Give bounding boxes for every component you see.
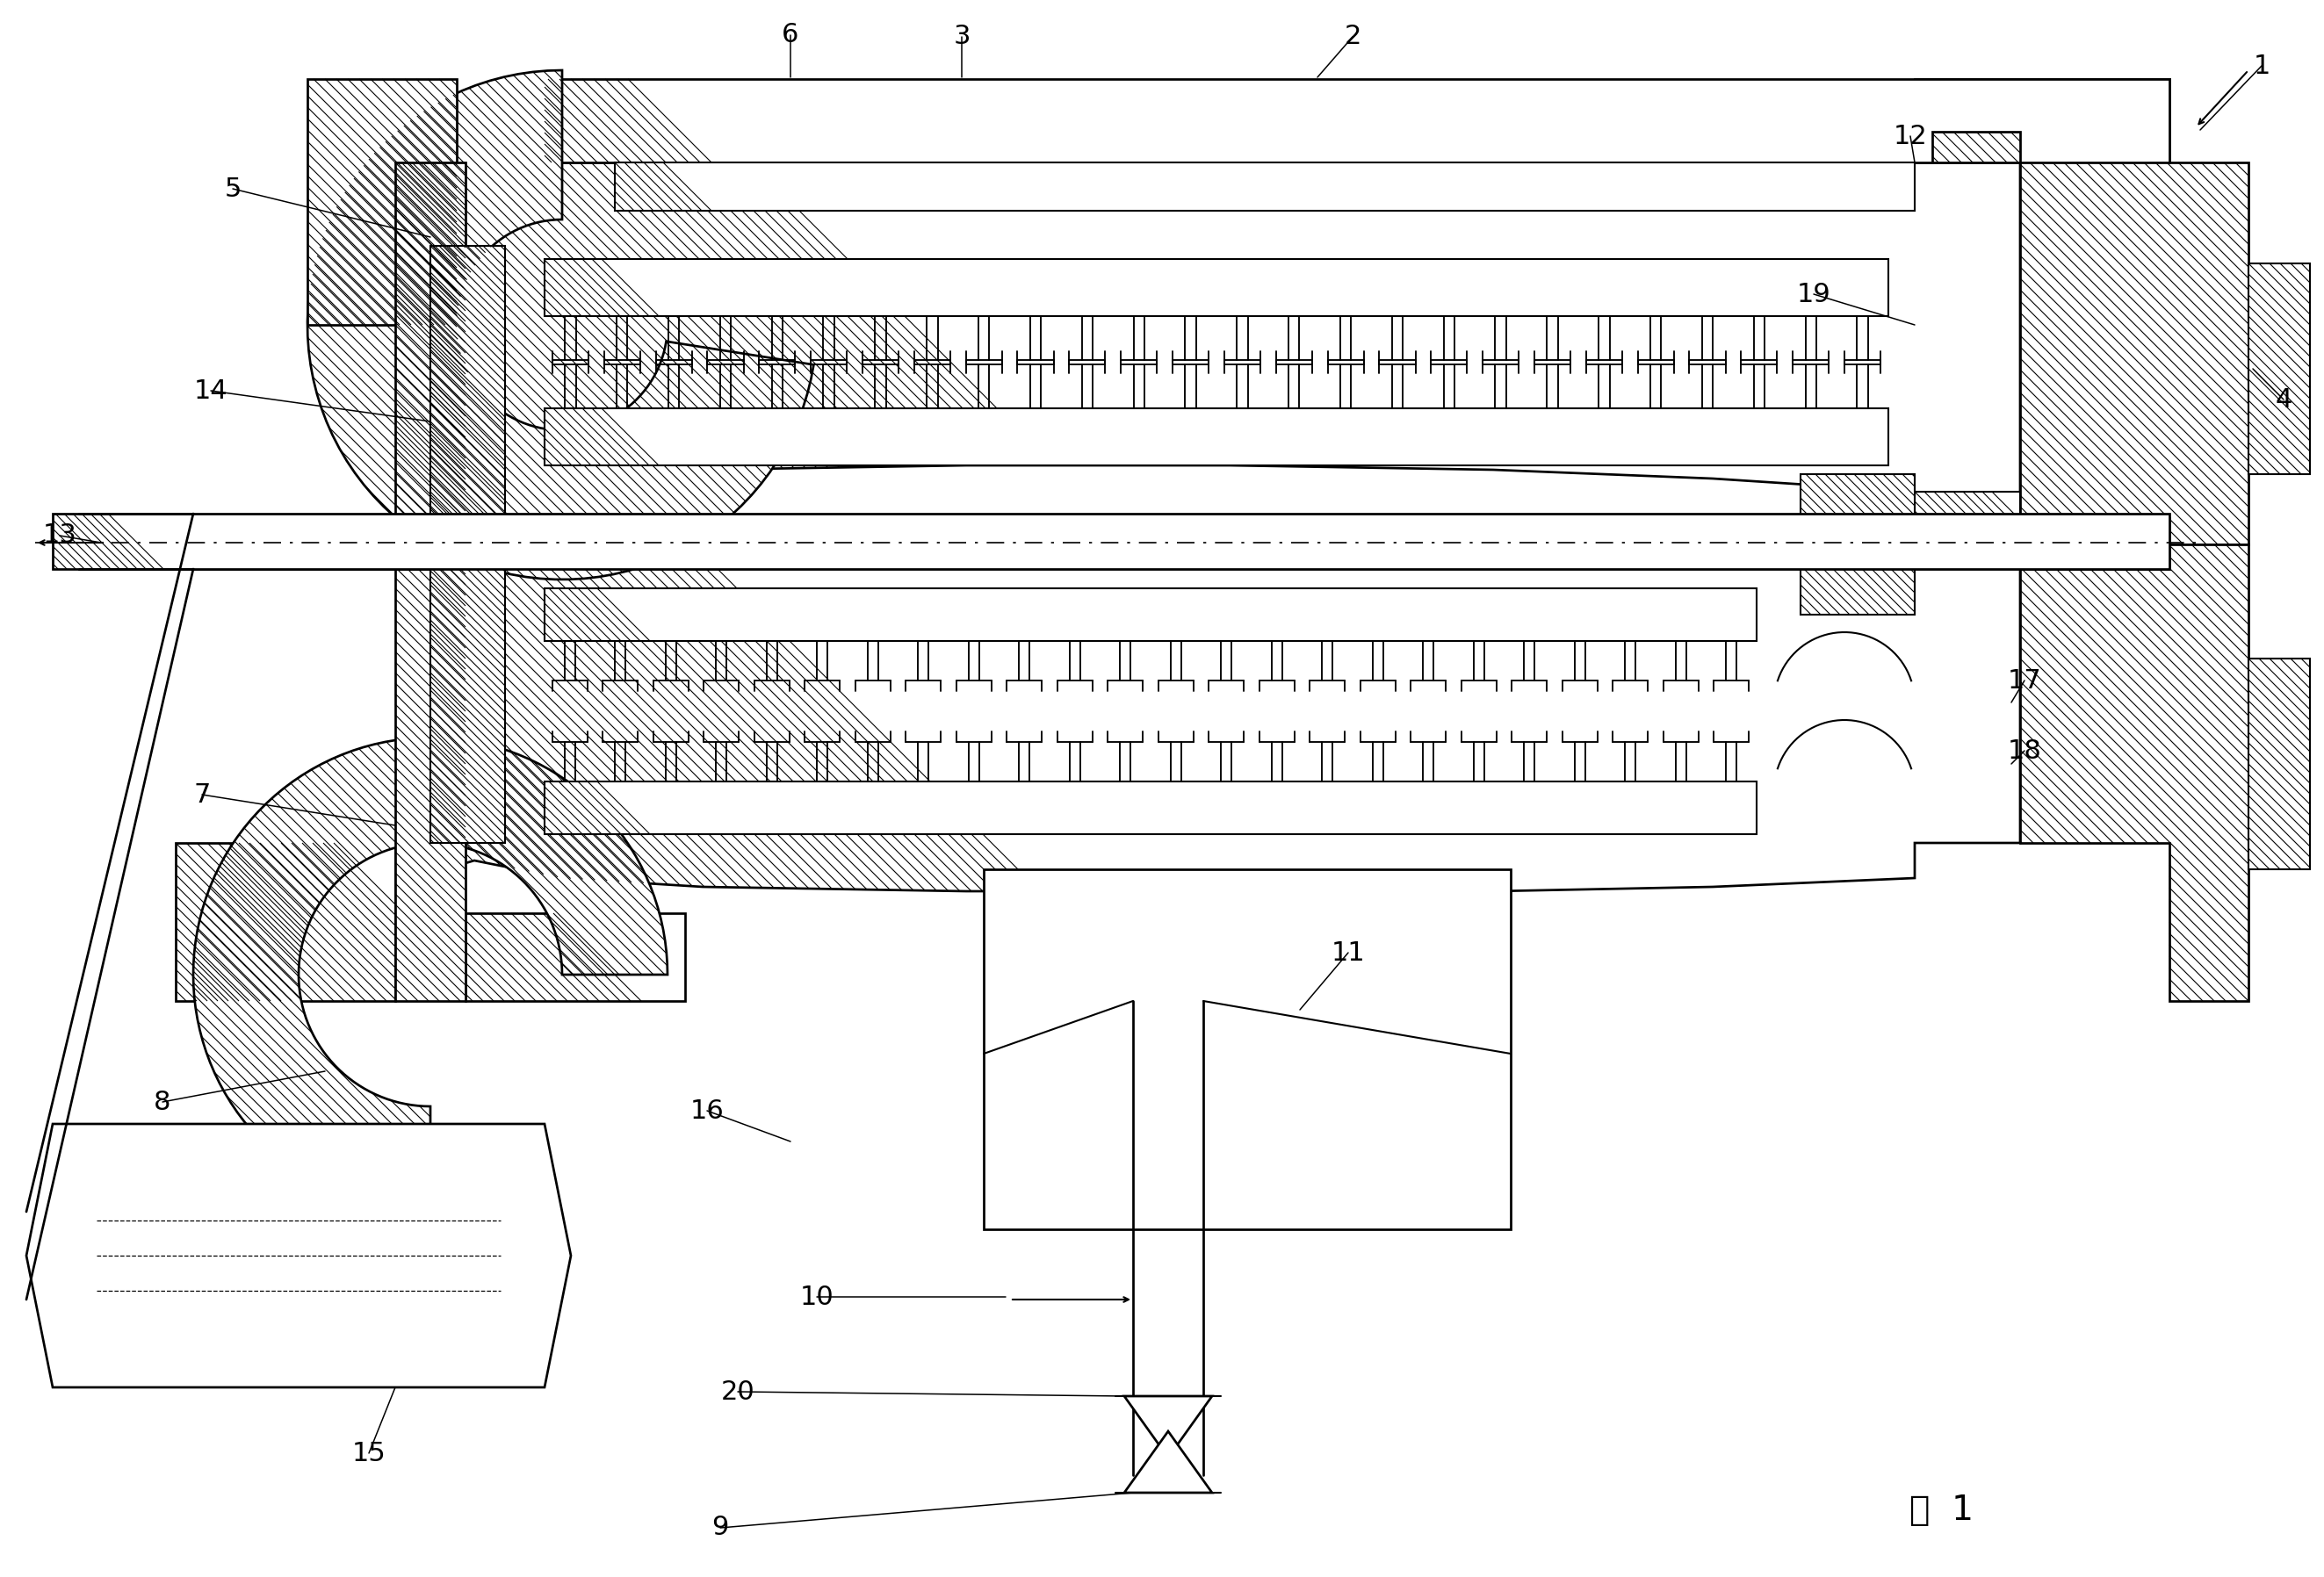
Text: 图  1: 图 1: [1908, 1493, 1973, 1527]
Text: 6: 6: [781, 22, 799, 47]
Text: 2: 2: [1343, 24, 1362, 49]
Polygon shape: [544, 79, 2168, 162]
Polygon shape: [616, 162, 1915, 211]
Text: 9: 9: [711, 1515, 730, 1541]
Text: 12: 12: [1894, 123, 1927, 148]
Polygon shape: [1125, 1432, 1213, 1493]
Text: 17: 17: [2008, 667, 2040, 694]
Polygon shape: [544, 588, 1757, 640]
Polygon shape: [430, 569, 504, 844]
Text: 20: 20: [720, 1378, 755, 1405]
Polygon shape: [430, 246, 504, 519]
Polygon shape: [26, 1124, 572, 1388]
Polygon shape: [79, 162, 465, 1001]
Polygon shape: [1801, 475, 1915, 615]
Text: 11: 11: [1332, 940, 1364, 965]
Polygon shape: [88, 1150, 509, 1361]
Text: 3: 3: [953, 24, 971, 49]
Text: 4: 4: [2275, 386, 2291, 412]
Text: 8: 8: [153, 1090, 172, 1115]
Polygon shape: [1915, 79, 2247, 544]
Polygon shape: [395, 162, 2020, 519]
Polygon shape: [193, 738, 667, 1211]
Polygon shape: [2020, 544, 2247, 1001]
Polygon shape: [53, 514, 2168, 569]
Polygon shape: [177, 844, 395, 1001]
Polygon shape: [983, 869, 1511, 1230]
Polygon shape: [465, 913, 686, 1001]
Text: 16: 16: [690, 1098, 725, 1123]
Text: 7: 7: [193, 782, 211, 807]
Polygon shape: [307, 71, 813, 579]
Text: 19: 19: [1796, 281, 1831, 308]
Text: 10: 10: [799, 1284, 834, 1309]
Text: 1: 1: [2254, 54, 2271, 79]
Polygon shape: [2247, 659, 2310, 869]
Text: 13: 13: [42, 524, 77, 549]
Polygon shape: [544, 259, 1889, 315]
Polygon shape: [544, 408, 1889, 465]
Polygon shape: [544, 782, 1757, 834]
Text: 15: 15: [351, 1440, 386, 1467]
Polygon shape: [1915, 492, 2020, 569]
Text: 5: 5: [223, 177, 242, 202]
Polygon shape: [2247, 263, 2310, 475]
Polygon shape: [1125, 1396, 1213, 1457]
Polygon shape: [307, 79, 458, 325]
Text: 18: 18: [2008, 738, 2040, 763]
Polygon shape: [395, 844, 465, 1001]
Text: 14: 14: [193, 378, 228, 404]
Polygon shape: [395, 569, 2020, 891]
